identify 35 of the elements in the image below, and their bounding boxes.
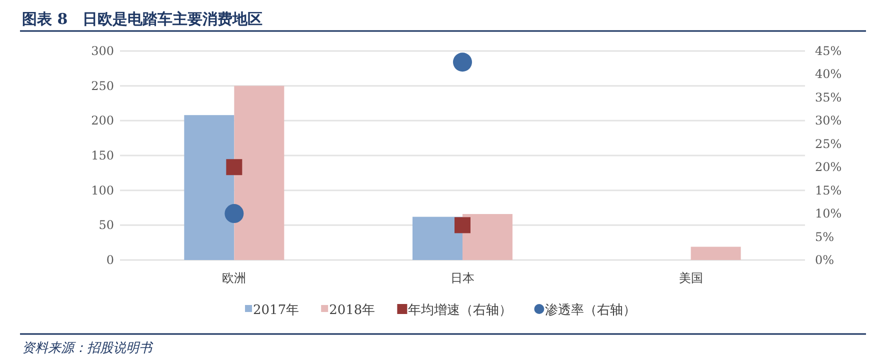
y2-tick-label: 40%	[815, 67, 842, 82]
legend-label: 渗透率（右轴）	[545, 302, 636, 318]
point	[454, 217, 470, 234]
bar	[690, 246, 741, 260]
y2-tick-label: 5%	[815, 230, 834, 244]
point	[226, 159, 242, 176]
x-tick-label: 日本	[450, 271, 474, 285]
y2-tick-label: 15%	[815, 183, 842, 198]
y-tick-label: 300	[91, 44, 114, 58]
y2-tick-label: 30%	[815, 114, 842, 128]
x-tick-label: 美国	[678, 271, 703, 285]
y-tick-label: 200	[91, 114, 114, 128]
bar	[462, 214, 512, 260]
bar	[184, 115, 234, 260]
chart-title: 图表 8 日欧是电踏车主要消费地区	[22, 10, 263, 28]
y-tick-label: 0	[106, 253, 114, 267]
legend-label: 年均增速（右轴）	[408, 303, 512, 318]
y2-tick-label: 10%	[815, 206, 842, 221]
point	[224, 204, 244, 224]
legend-label: 2017年	[253, 303, 300, 318]
y2-tick-label: 20%	[815, 160, 842, 174]
y-tick-label: 250	[91, 78, 114, 93]
bar	[412, 216, 462, 260]
y2-tick-label: 0%	[815, 253, 834, 267]
x-tick-label: 欧洲	[222, 271, 246, 285]
y-tick-label: 50	[98, 218, 114, 232]
y2-tick-label: 25%	[815, 136, 842, 151]
y2-tick-label: 45%	[815, 44, 842, 58]
legend-label: 2018年	[329, 303, 376, 318]
bar	[234, 86, 284, 260]
point	[453, 52, 472, 72]
y-tick-label: 150	[91, 148, 114, 162]
y-tick-label: 100	[91, 183, 114, 198]
text: 资料来源：招股说明书	[22, 341, 154, 356]
y2-tick-label: 35%	[815, 90, 842, 104]
